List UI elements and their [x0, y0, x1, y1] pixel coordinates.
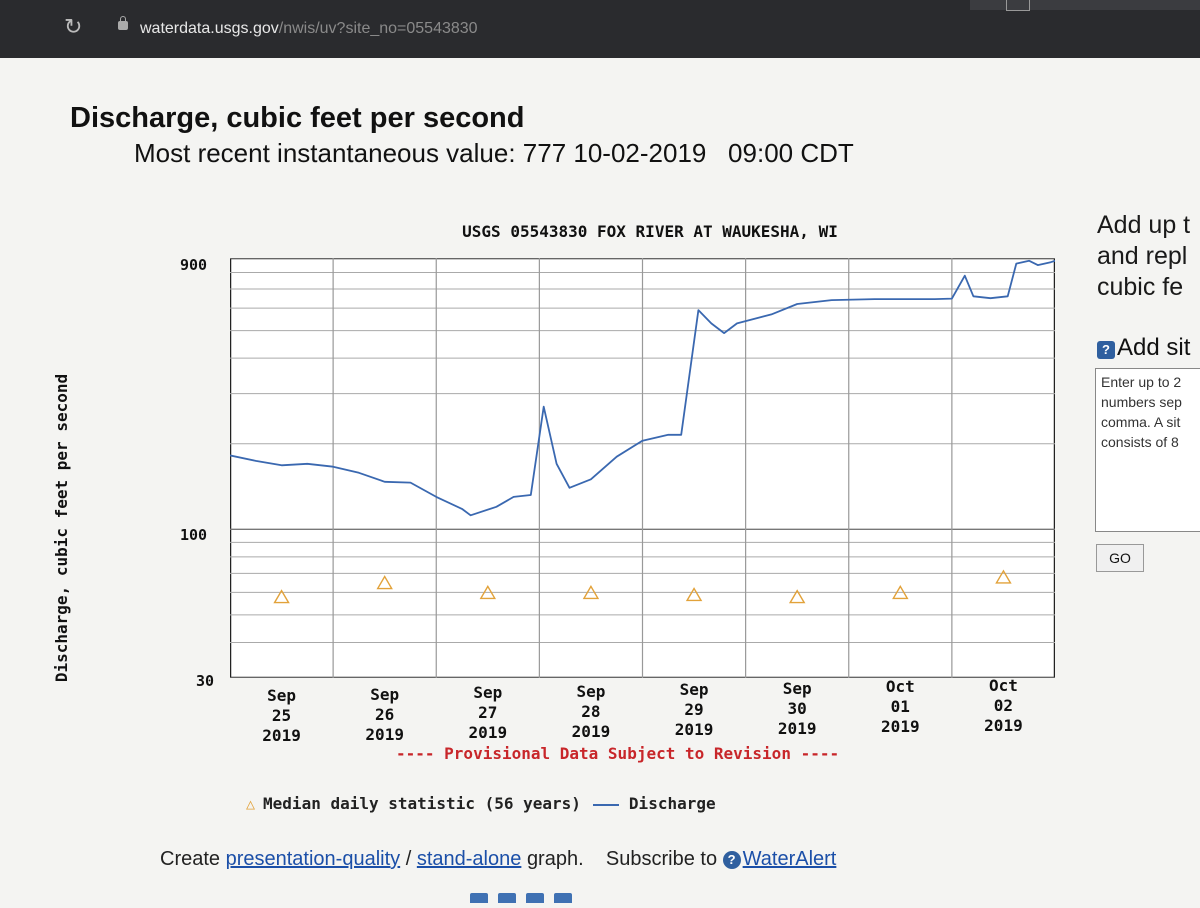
x-tick-label: Sep 26 2019 [350, 685, 420, 745]
y-tick-label: 30 [196, 672, 215, 690]
share-icons [470, 890, 582, 908]
legend-median-label: Median daily statistic (56 years) [263, 794, 581, 813]
x-tick-part: Sep [473, 683, 503, 702]
sidebar-description: Add up t and repl cubic fe [1097, 210, 1190, 303]
x-tick-part: Oct [885, 677, 915, 696]
x-tick-part: 28 [581, 701, 601, 721]
x-tick-label: Sep 27 2019 [453, 683, 523, 743]
wateralert-link[interactable]: WaterAlert [742, 848, 837, 870]
triangle-icon: △ [246, 795, 256, 813]
reload-icon[interactable]: ↻ [64, 14, 83, 39]
median-marker [479, 585, 497, 600]
add-site-heading: ? Add sit [1097, 334, 1190, 362]
x-tick-part: Sep [576, 681, 606, 701]
discharge-line [230, 259, 1055, 517]
x-tick-part: 27 [478, 703, 498, 722]
x-tick-part: 02 [993, 695, 1014, 715]
recent-value: Most recent instantaneous value: 777 10-… [134, 138, 854, 168]
sidebar-line: and repl [1097, 242, 1188, 270]
x-tick-part: 2019 [571, 721, 611, 741]
sidebar-line: cubic fe [1097, 273, 1184, 301]
share-icon[interactable] [470, 893, 488, 903]
slash-text: / [405, 848, 412, 870]
url-host: waterdata.usgs.gov [140, 20, 279, 37]
x-tick-part: 2019 [468, 723, 508, 742]
x-tick-part: Sep [267, 686, 297, 705]
x-tick-label: Sep 29 2019 [659, 680, 729, 740]
x-tick-part: 26 [375, 704, 395, 724]
x-tick-label: Sep 25 2019 [247, 686, 317, 746]
subscribe-text: Subscribe to [605, 848, 718, 870]
page-title: Discharge, cubic feet per second [70, 102, 525, 134]
share-icon[interactable] [526, 893, 544, 903]
discharge-chart [230, 258, 1055, 678]
presentation-quality-link[interactable]: presentation-quality [225, 848, 401, 870]
go-button[interactable]: GO [1096, 544, 1144, 572]
x-tick-part: 2019 [262, 726, 301, 745]
x-tick-part: 2019 [777, 718, 817, 738]
x-tick-label: Sep 30 2019 [762, 679, 832, 739]
x-tick-part: 01 [890, 697, 910, 716]
graph-text: graph. [526, 848, 584, 870]
x-tick-label: Oct 02 2019 [968, 676, 1038, 736]
site-numbers-textarea[interactable]: Enter up to 2 numbers sep comma. A sit c… [1095, 368, 1200, 532]
browser-chrome: ↻ waterdata.usgs.gov/nwis/uv?site_no=055… [0, 0, 1200, 58]
lock-icon [118, 16, 128, 30]
legend: △ Median daily statistic (56 years) Discha… [246, 794, 716, 813]
create-text: Create [160, 848, 221, 870]
median-marker [273, 589, 290, 604]
url-path: /nwis/uv?site_no=05543830 [278, 20, 478, 37]
sidebar-line: Add up t [1097, 211, 1191, 239]
graph-links: Create presentation-quality / stand-alon… [160, 848, 836, 871]
x-tick-part: 29 [684, 700, 704, 719]
x-tick-part: 2019 [365, 724, 404, 744]
median-marker [376, 575, 393, 590]
median-marker [995, 569, 1012, 584]
median-marker [582, 585, 600, 600]
x-tick-part: 2019 [984, 715, 1023, 735]
median-marker [788, 589, 806, 604]
x-tick-label: Sep 28 2019 [556, 682, 626, 742]
x-tick-part: Sep [370, 684, 400, 704]
legend-discharge-label: Discharge [628, 794, 716, 813]
window-control-icon[interactable] [1006, 0, 1030, 11]
y-tick-label: 900 [180, 256, 208, 274]
median-marker [685, 587, 703, 602]
help-icon[interactable]: ? [722, 851, 741, 869]
median-marker [892, 585, 909, 600]
help-icon[interactable]: ? [1097, 341, 1115, 359]
x-tick-label: Oct 01 2019 [865, 677, 935, 737]
share-icon[interactable] [554, 893, 572, 903]
x-tick-part: Sep [782, 678, 812, 698]
graph-title: USGS 05543830 FOX RIVER AT WAUKESHA, WI [462, 222, 838, 241]
add-site-label: Add sit [1117, 334, 1191, 361]
share-icon[interactable] [498, 893, 516, 903]
provisional-note: ---- Provisional Data Subject to Revisio… [396, 744, 840, 763]
y-tick-label: 100 [180, 526, 208, 544]
address-bar[interactable]: waterdata.usgs.gov/nwis/uv?site_no=05543… [140, 20, 478, 38]
x-tick-part: Sep [679, 680, 709, 699]
x-tick-part: 25 [271, 706, 292, 725]
x-tick-part: 2019 [881, 717, 920, 736]
stand-alone-link[interactable]: stand-alone [416, 848, 522, 870]
x-tick-part: 30 [787, 698, 807, 718]
page-content: Discharge, cubic feet per second Most re… [0, 58, 1200, 903]
y-axis-label: Discharge, cubic feet per second [52, 373, 71, 683]
x-tick-part: 2019 [674, 720, 714, 739]
browser-tab[interactable] [970, 0, 1200, 10]
line-swatch-icon [592, 803, 619, 806]
x-tick-part: Oct [988, 675, 1018, 695]
